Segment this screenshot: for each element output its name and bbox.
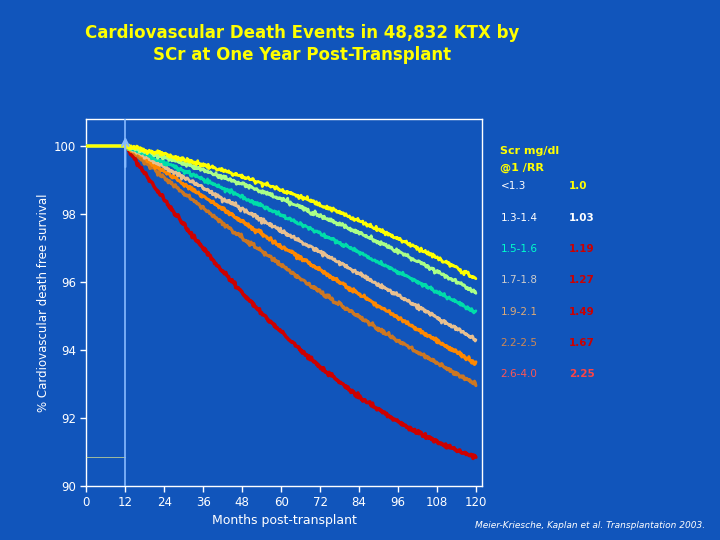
- Text: @1 /RR: @1 /RR: [500, 162, 544, 173]
- Y-axis label: % Cardiovascular death free survival: % Cardiovascular death free survival: [37, 193, 50, 411]
- Text: 1.9-2.1: 1.9-2.1: [500, 307, 537, 316]
- Text: 1.03: 1.03: [569, 213, 595, 222]
- Text: Cardiovascular Death Events in 48,832 KTX by: Cardiovascular Death Events in 48,832 KT…: [85, 24, 520, 42]
- Text: 1.67: 1.67: [569, 338, 595, 348]
- Text: 2.25: 2.25: [569, 369, 595, 379]
- Text: 1.5-1.6: 1.5-1.6: [500, 244, 537, 254]
- Text: SCr at One Year Post-Transplant: SCr at One Year Post-Transplant: [153, 46, 451, 64]
- Text: 1.3-1.4: 1.3-1.4: [500, 213, 537, 222]
- Text: <1.3: <1.3: [500, 181, 526, 191]
- X-axis label: Months post-transplant: Months post-transplant: [212, 514, 357, 526]
- Text: 1.0: 1.0: [569, 181, 588, 191]
- Text: 2.2-2.5: 2.2-2.5: [500, 338, 537, 348]
- Text: Scr mg/dl: Scr mg/dl: [500, 146, 559, 156]
- Text: 2.6-4.0: 2.6-4.0: [500, 369, 537, 379]
- Text: 1.49: 1.49: [569, 307, 595, 316]
- Text: 1.7-1.8: 1.7-1.8: [500, 275, 537, 285]
- Text: Meier-Kriesche, Kaplan et al. Transplantation 2003.: Meier-Kriesche, Kaplan et al. Transplant…: [475, 521, 706, 530]
- Text: 1.19: 1.19: [569, 244, 595, 254]
- Text: 1.27: 1.27: [569, 275, 595, 285]
